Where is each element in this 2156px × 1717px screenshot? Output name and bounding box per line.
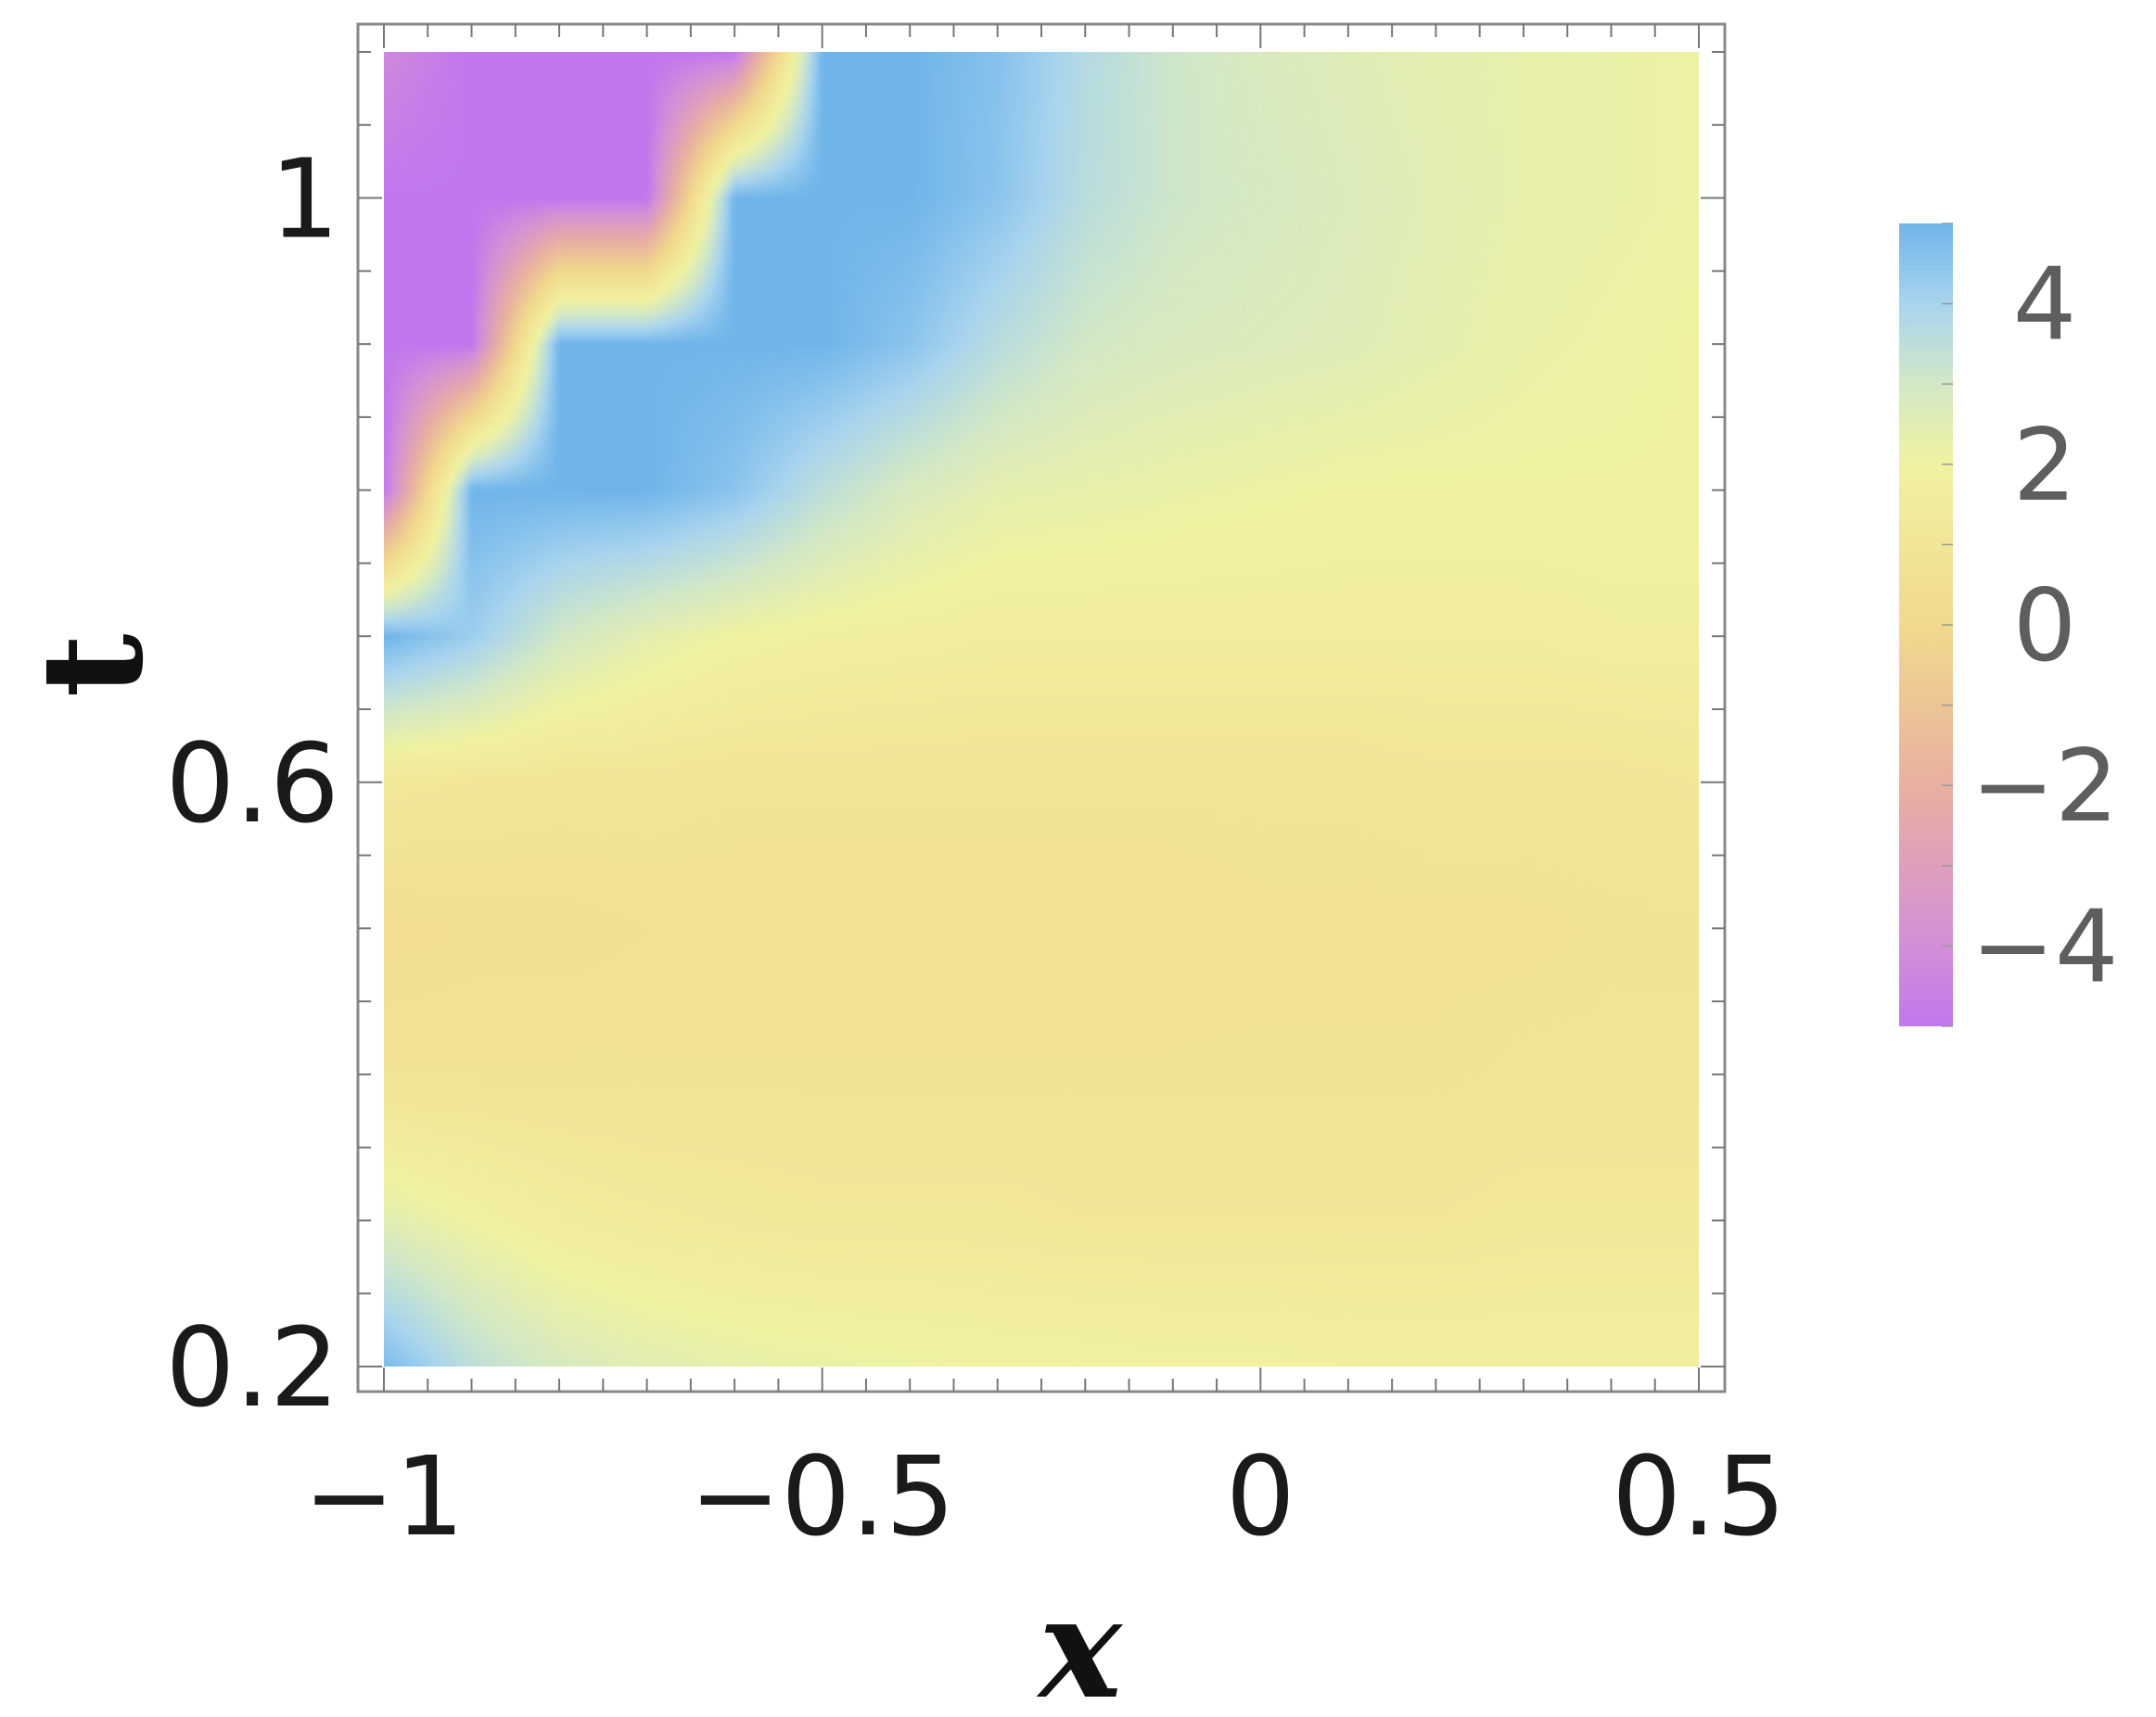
colorbar-minor-ticks [1942, 223, 1953, 1027]
heatmap-field [384, 52, 1699, 1367]
colorbar-tick-label: 4 [2013, 248, 2077, 363]
y-axis-title: t [11, 633, 174, 697]
y-tick-label: 0.6 [165, 719, 339, 847]
x-tick-label: −0.5 [689, 1432, 955, 1560]
colorbar: 4 2 0 −2 −4 [1899, 223, 2119, 1027]
colorbar-tick-label: −2 [1971, 729, 2118, 845]
y-tick-label: 0.2 [165, 1304, 339, 1431]
x-axis-title: x [1036, 1567, 1123, 1717]
colorbar-tick-labels: 4 2 0 −2 −4 [1971, 248, 2118, 1006]
x-tick-label: −1 [303, 1432, 465, 1560]
plot-area [356, 22, 1727, 1393]
y-axis-tick-labels: 0.2 0.6 1 [165, 135, 339, 1431]
colorbar-tick-label: 2 [2013, 408, 2077, 524]
colorbar-tick-label: −4 [1971, 889, 2118, 1005]
x-tick-label: 0.5 [1612, 1432, 1786, 1560]
y-axis-ticks [358, 51, 1725, 1367]
colorbar-tick-label: 0 [2013, 568, 2077, 684]
y-tick-label: 1 [270, 135, 339, 263]
x-axis-tick-labels: −1 −0.5 0 0.5 [303, 1432, 1786, 1560]
x-axis-ticks [383, 24, 1700, 1392]
x-tick-label: 0 [1226, 1432, 1295, 1560]
